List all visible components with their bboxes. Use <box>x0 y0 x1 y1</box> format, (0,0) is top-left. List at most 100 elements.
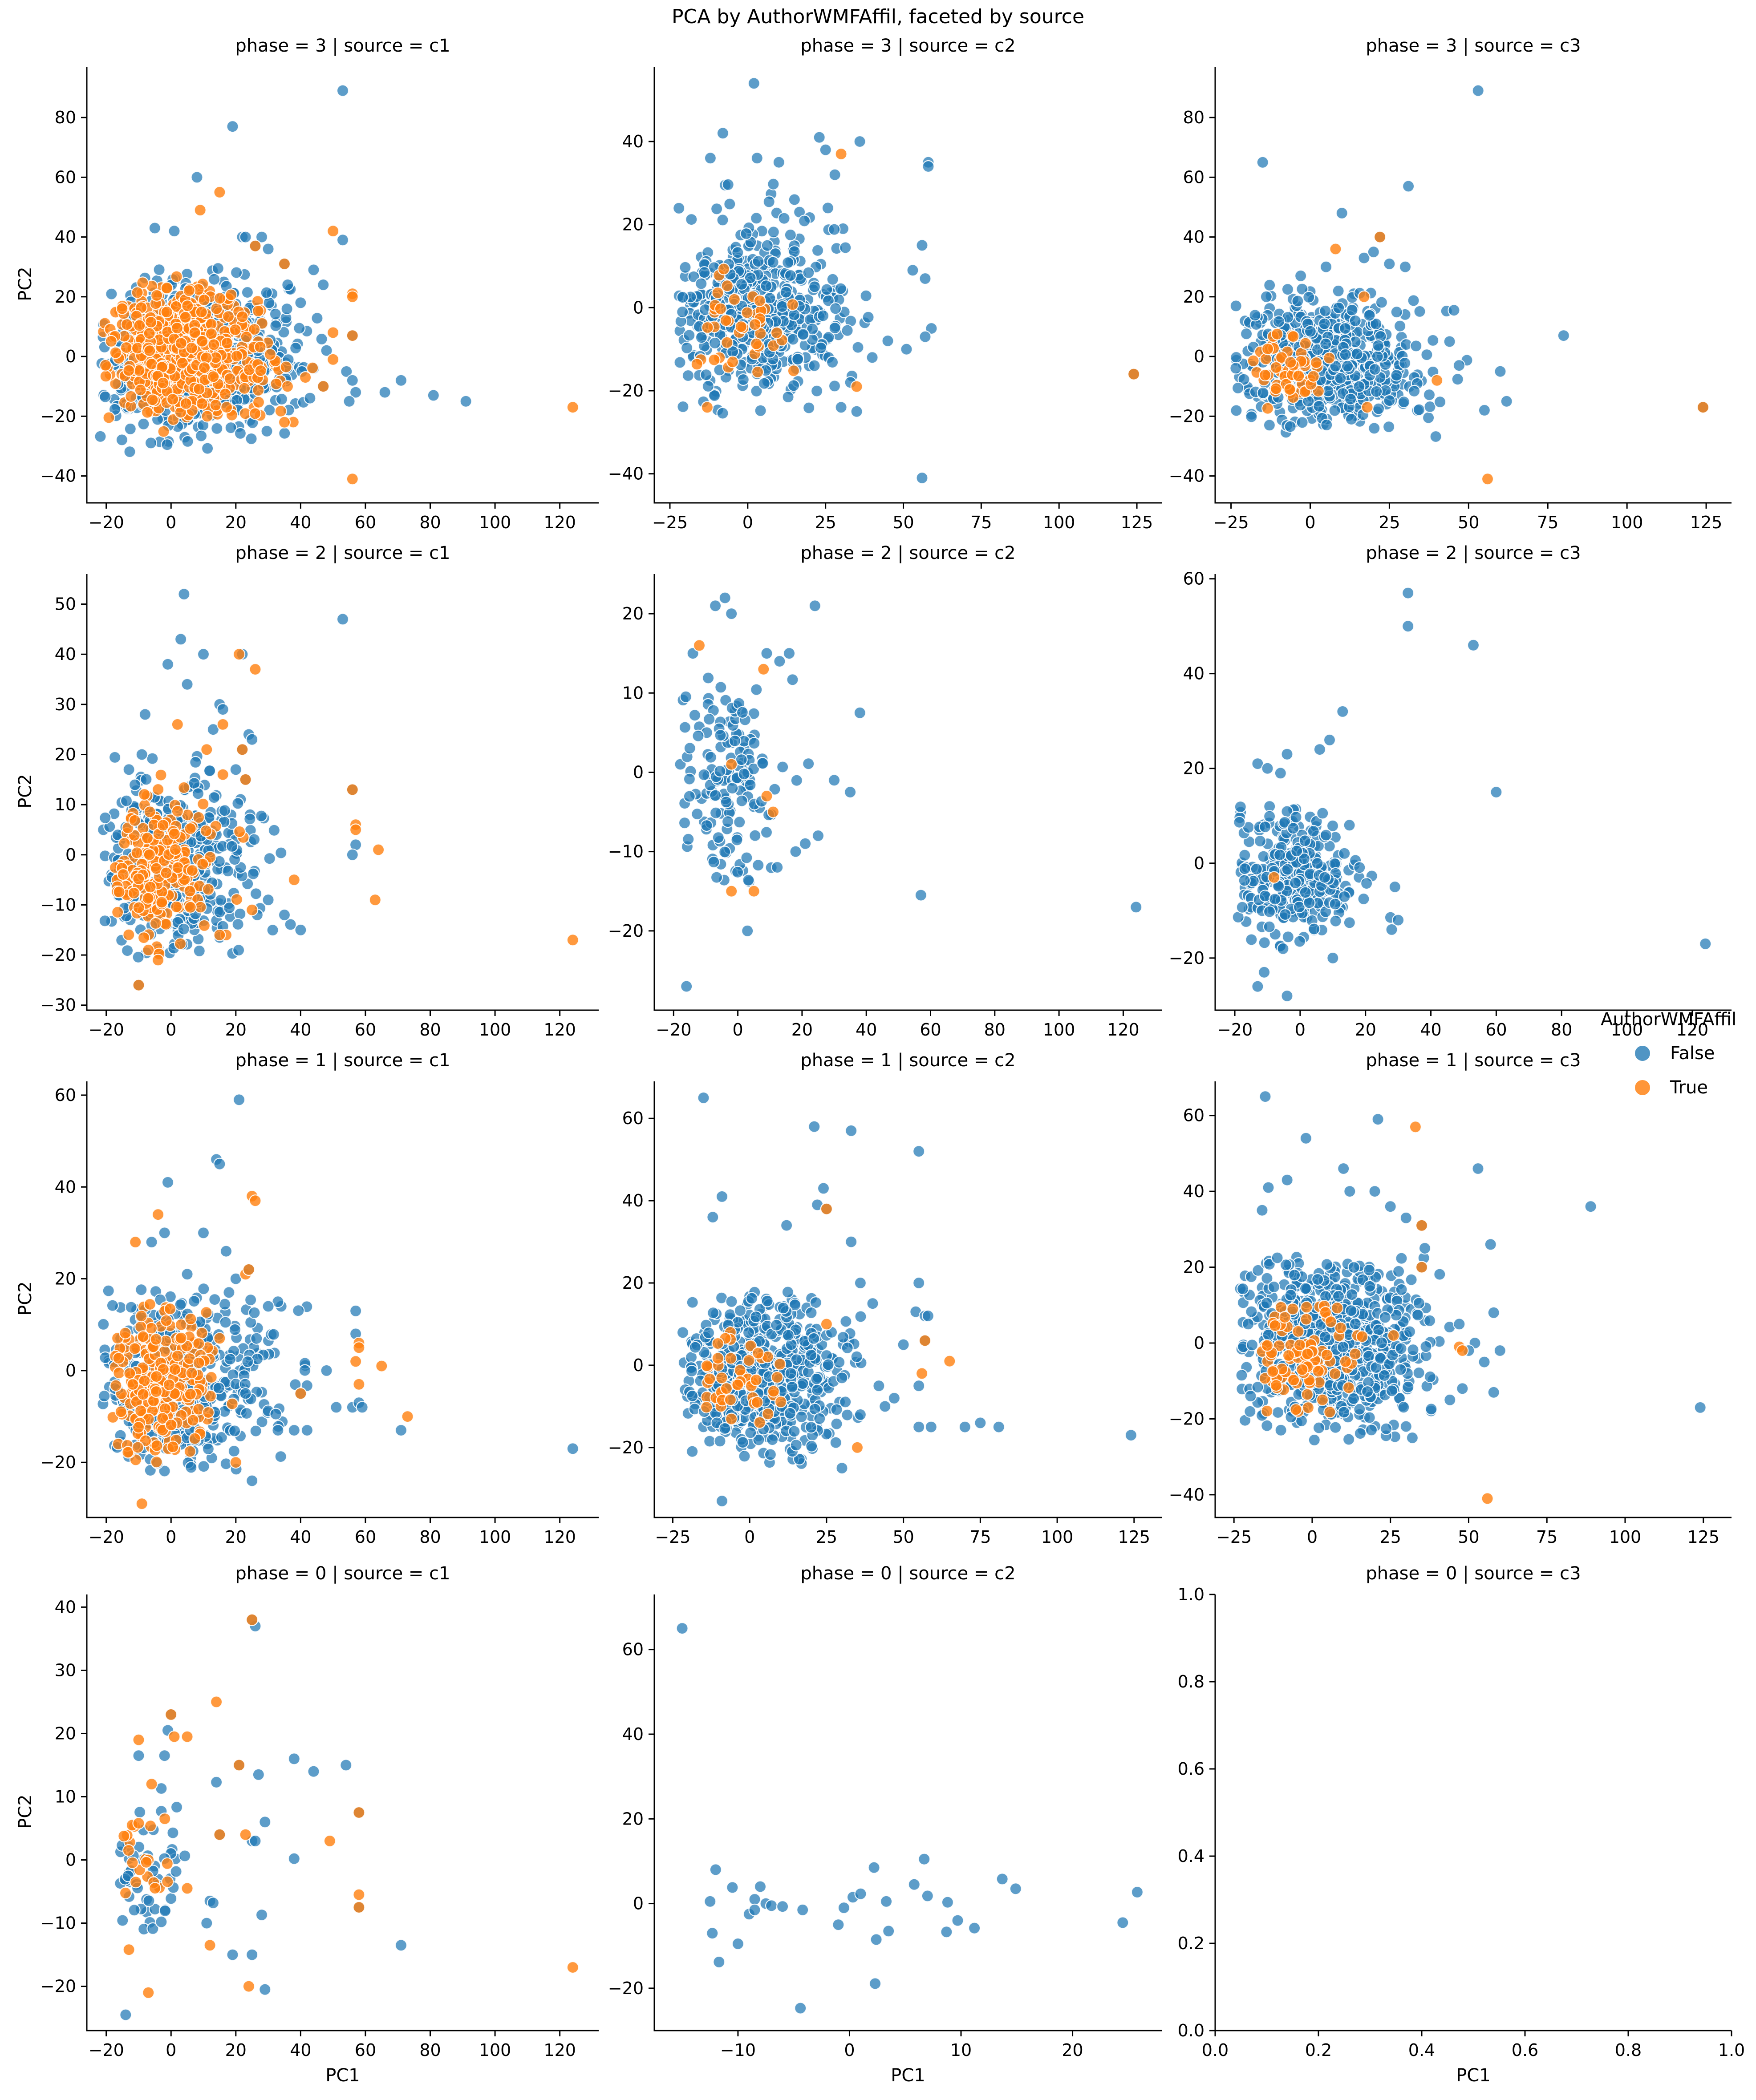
y-tick-label: −20 <box>1169 948 1204 968</box>
x-tick-label: 20 <box>791 1020 813 1040</box>
x-tick-label: 120 <box>1107 1020 1140 1040</box>
y-tick-label: 20 <box>1183 287 1204 307</box>
x-axis-label: PC1 <box>325 2065 360 2086</box>
x-tick-label: 80 <box>984 1020 1006 1040</box>
facet-title-4: phase = 2 | source = c2 <box>800 543 1016 563</box>
x-tick-label: 20 <box>225 1020 247 1040</box>
y-tick-label: 40 <box>622 132 644 151</box>
x-tick-label: 100 <box>479 1020 511 1040</box>
x-tick-label: 1.0 <box>1718 2040 1745 2060</box>
x-tick-label: 125 <box>1121 513 1153 532</box>
legend-label-true: True <box>1670 1077 1708 1098</box>
x-tick-label: 50 <box>1458 1527 1479 1547</box>
points-layer <box>676 1091 1138 1508</box>
x-tick-label: 0 <box>1295 1020 1306 1040</box>
x-tick-label: 40 <box>856 1020 877 1040</box>
points-layer <box>1229 84 1710 486</box>
x-tick-label: 0 <box>166 2040 176 2060</box>
scatter-plot-3: −20 0 20 40 60 80 100 120 −30 −20 −10 0 10 20 30 40 50 <box>41 574 599 1040</box>
y-tick-label: 20 <box>55 287 76 307</box>
y-tick-label: 1.0 <box>1178 1585 1204 1604</box>
y-tick-label: 20 <box>622 215 644 235</box>
y-tick-label: 60 <box>1183 569 1204 589</box>
y-tick-label: −10 <box>608 842 644 862</box>
axes: −20 0 20 40 60 80 100 120 −20 −10 0 10 20 30 40 <box>41 1594 599 2060</box>
y-tick-label: −20 <box>608 1438 644 1457</box>
facet-title-9: phase = 0 | source = c1 <box>235 1563 450 1584</box>
x-tick-label: 0 <box>166 1020 176 1040</box>
legend-marker-false-icon <box>1635 1045 1650 1061</box>
scatter-plot-1: −25 0 25 50 75 100 125 −40 −20 0 20 40 <box>608 67 1162 532</box>
x-tick-label: 0.0 <box>1202 2040 1229 2060</box>
x-tick-label: −20 <box>89 1527 124 1547</box>
y-tick-label: −10 <box>41 895 76 914</box>
y-tick-label: 30 <box>55 695 76 714</box>
facet-title-2: phase = 3 | source = c3 <box>1366 36 1581 56</box>
y-tick-label: 10 <box>55 1787 76 1806</box>
x-tick-label: 0 <box>1305 513 1315 532</box>
x-tick-label: 60 <box>355 2040 376 2060</box>
y-tick-label: 0 <box>65 845 76 865</box>
x-tick-label: 25 <box>1380 1527 1401 1547</box>
y-tick-label: 20 <box>622 604 644 623</box>
legend-label-false: False <box>1670 1043 1715 1064</box>
legend-entry-true: True <box>1601 1070 1756 1105</box>
x-tick-label: 10 <box>950 2040 972 2060</box>
y-tick-label: 20 <box>55 1724 76 1743</box>
points-layer <box>97 1093 579 1510</box>
legend-title: AuthorWMFAffil <box>1601 1009 1737 1030</box>
x-tick-label: 0 <box>744 1527 755 1547</box>
scatter-plot-2: −25 0 25 50 75 100 125 −40 −20 0 20 40 60 80 <box>1169 67 1732 532</box>
facet-title-10: phase = 0 | source = c2 <box>800 1563 1016 1584</box>
x-tick-label: 75 <box>970 513 992 532</box>
y-tick-label: 60 <box>1183 1106 1204 1125</box>
y-axis-label: PC2 <box>15 267 36 301</box>
x-tick-label: 20 <box>225 1527 247 1547</box>
facet-title-3: phase = 2 | source = c1 <box>235 543 450 563</box>
x-tick-label: 0 <box>733 1020 743 1040</box>
x-tick-label: 120 <box>1676 1020 1709 1040</box>
y-tick-label: 40 <box>622 1724 644 1744</box>
axes: −20 0 20 40 60 80 100 120 −30 −20 −10 0 10 20 30 40 50 <box>41 574 599 1040</box>
x-tick-label: 40 <box>1420 1020 1441 1040</box>
x-tick-label: 100 <box>479 513 511 532</box>
y-tick-label: −20 <box>1169 406 1204 426</box>
x-tick-label: 120 <box>543 1020 576 1040</box>
x-tick-label: 125 <box>1118 1527 1151 1547</box>
x-tick-label: 60 <box>355 513 376 532</box>
figure-title: PCA by AuthorWMFAffil, faceted by source <box>671 5 1085 28</box>
scatter-plot-10: −10 0 10 20 −20 0 20 40 60 <box>608 1594 1162 2060</box>
y-tick-label: 50 <box>55 595 76 614</box>
y-tick-label: −20 <box>608 921 644 941</box>
x-tick-label: 75 <box>969 1527 991 1547</box>
x-tick-label: 80 <box>419 513 441 532</box>
y-tick-label: 20 <box>622 1809 644 1829</box>
points-layer <box>676 1622 1144 2015</box>
y-tick-label: 60 <box>622 1109 644 1128</box>
y-tick-label: −20 <box>1169 1409 1204 1428</box>
y-tick-label: 60 <box>622 1640 644 1659</box>
x-tick-label: −20 <box>89 1020 124 1040</box>
y-tick-label: 40 <box>1183 664 1204 684</box>
facet-title-6: phase = 1 | source = c1 <box>235 1050 450 1071</box>
y-tick-label: 40 <box>55 1177 76 1197</box>
y-tick-label: 60 <box>1183 167 1204 187</box>
y-tick-label: −20 <box>41 406 76 426</box>
x-tick-label: −20 <box>656 1020 691 1040</box>
y-tick-label: −40 <box>1169 1485 1204 1505</box>
axes: −25 0 25 50 75 100 125 −40 −20 0 20 40 60 <box>1169 1081 1732 1547</box>
scatter-plot-7: −25 0 25 50 75 100 125 −20 0 20 40 60 <box>608 1081 1162 1547</box>
y-tick-label: 40 <box>1183 227 1204 247</box>
x-tick-label: 0 <box>844 2040 855 2060</box>
x-tick-label: 100 <box>1041 1527 1074 1547</box>
legend-marker-true-icon <box>1635 1080 1650 1095</box>
scatter-plot-8: −25 0 25 50 75 100 125 −40 −20 0 20 40 60 <box>1169 1081 1732 1547</box>
points-layer <box>97 587 579 991</box>
x-tick-label: 25 <box>816 1527 837 1547</box>
x-tick-label: 80 <box>419 1527 441 1547</box>
x-tick-label: 60 <box>355 1020 376 1040</box>
x-tick-label: 40 <box>290 2040 311 2060</box>
y-tick-label: 20 <box>1183 1258 1204 1277</box>
x-tick-label: 0.4 <box>1408 2040 1435 2060</box>
y-tick-label: 0 <box>65 1850 76 1870</box>
